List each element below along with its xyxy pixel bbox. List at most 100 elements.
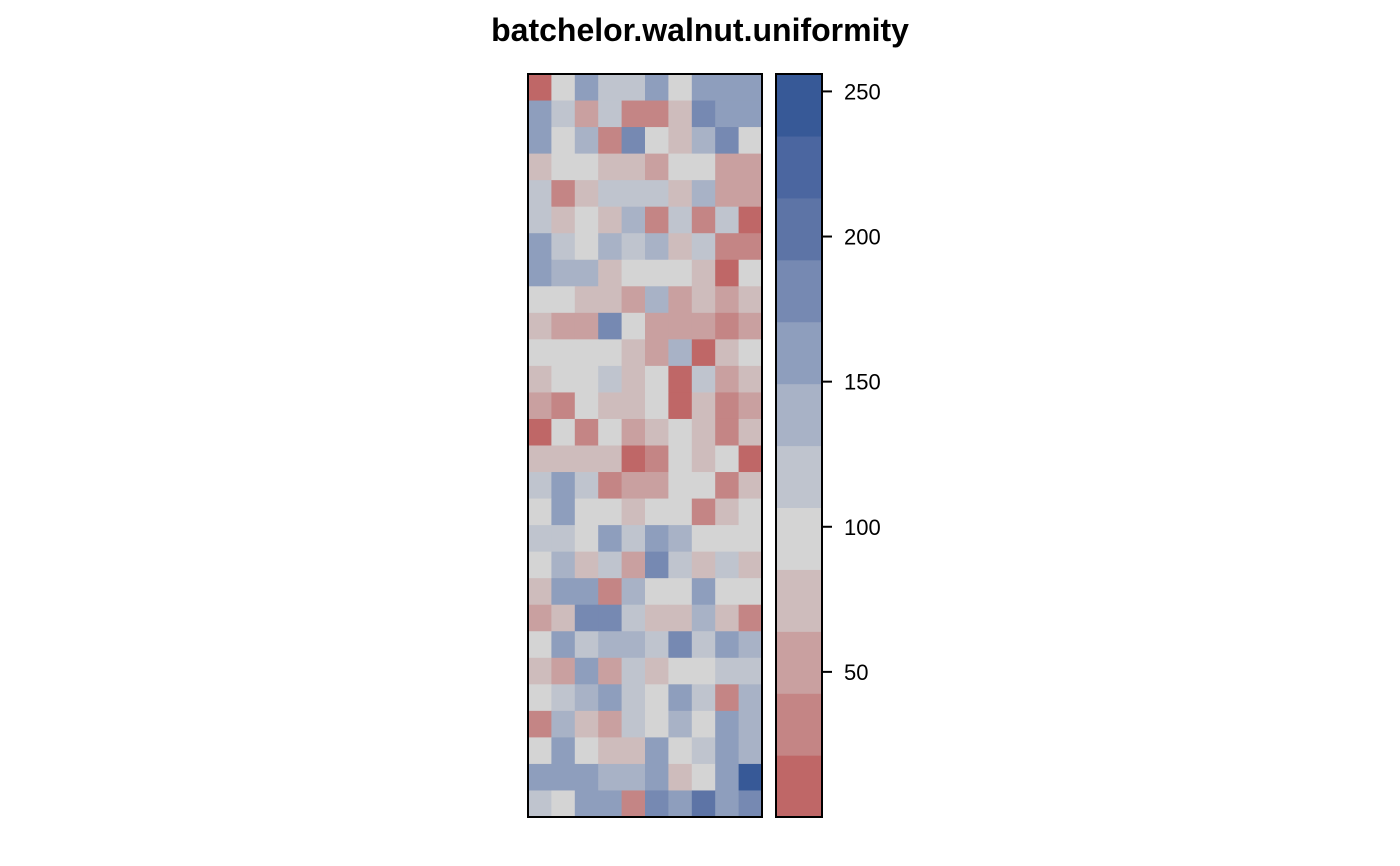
heatmap-cell xyxy=(598,790,623,818)
heatmap-cell xyxy=(551,233,576,261)
heatmap-cell xyxy=(738,100,763,128)
heatmap-cell xyxy=(574,710,599,738)
heatmap-cell xyxy=(691,100,716,128)
heatmap-cell xyxy=(551,657,576,685)
heatmap-cell xyxy=(528,286,552,314)
colorbar-tick-label: 200 xyxy=(844,225,881,250)
heatmap-cell xyxy=(738,206,763,234)
heatmap-cell xyxy=(598,74,623,102)
heatmap-cell xyxy=(621,684,646,712)
heatmap-cell xyxy=(645,127,669,155)
heatmap-cell xyxy=(598,365,623,394)
heatmap-cell xyxy=(668,206,693,234)
heatmap-cell xyxy=(668,578,693,606)
heatmap-cell xyxy=(645,551,669,579)
heatmap-cell xyxy=(528,392,552,420)
heatmap-cells xyxy=(528,74,763,818)
heatmap-cell xyxy=(668,763,693,792)
heatmap-cell xyxy=(621,578,646,606)
heatmap-cell xyxy=(621,525,646,553)
heatmap-cell xyxy=(691,472,716,500)
heatmap-cell xyxy=(691,74,716,102)
heatmap-cell xyxy=(598,286,623,314)
heatmap-cell xyxy=(528,127,552,155)
colorbar-tick-label: 50 xyxy=(844,660,868,685)
heatmap-cell xyxy=(551,551,576,579)
heatmap-cell xyxy=(528,153,552,181)
heatmap-cell xyxy=(598,604,623,632)
heatmap-cell xyxy=(668,498,693,526)
colorbar-frame xyxy=(775,73,823,818)
heatmap-cell xyxy=(645,392,669,420)
heatmap-cell xyxy=(598,100,623,128)
heatmap-cell xyxy=(528,74,552,102)
heatmap-cell xyxy=(738,259,763,287)
heatmap-cell xyxy=(691,525,716,553)
heatmap-cell xyxy=(668,233,693,261)
heatmap-cell xyxy=(528,180,552,208)
heatmap-cell xyxy=(668,684,693,712)
heatmap-cell xyxy=(551,206,576,234)
heatmap-cell xyxy=(645,525,669,553)
heatmap-cell xyxy=(645,472,669,500)
heatmap-cell xyxy=(574,180,599,208)
colorbar-axis: 50 100 150 200 250 xyxy=(822,79,881,685)
colorbar-swatch xyxy=(776,135,822,199)
heatmap-cell xyxy=(691,790,716,818)
heatmap-cell xyxy=(738,392,763,420)
heatmap-cell xyxy=(715,233,740,261)
heatmap-cell xyxy=(551,578,576,606)
heatmap-cell xyxy=(668,286,693,314)
heatmap-cell xyxy=(574,153,599,181)
colorbar-swatch xyxy=(776,259,822,323)
heatmap-cell xyxy=(715,312,740,340)
heatmap-cell xyxy=(668,631,693,659)
heatmap-cell xyxy=(691,286,716,314)
heatmap-cell xyxy=(738,365,763,394)
heatmap-cell xyxy=(738,312,763,340)
heatmap-cell xyxy=(598,312,623,340)
heatmap-cell xyxy=(574,551,599,579)
heatmap-cell xyxy=(715,365,740,394)
heatmap-cell xyxy=(621,312,646,340)
heatmap-cell xyxy=(738,684,763,712)
heatmap-cell xyxy=(551,710,576,738)
heatmap-cell xyxy=(551,74,576,102)
heatmap-cell xyxy=(598,153,623,181)
heatmap-cell xyxy=(574,206,599,234)
heatmap-cell xyxy=(574,631,599,659)
heatmap-cell xyxy=(738,127,763,155)
heatmap-cell xyxy=(598,578,623,606)
heatmap-cell xyxy=(551,631,576,659)
heatmap-cell xyxy=(621,100,646,128)
heatmap-cell xyxy=(668,710,693,738)
heatmap-cell xyxy=(738,233,763,261)
colorbar-swatch xyxy=(776,74,822,137)
heatmap-cell xyxy=(621,551,646,579)
heatmap-cell xyxy=(528,604,552,632)
heatmap-cell xyxy=(551,127,576,155)
heatmap-cell xyxy=(551,339,576,367)
heatmap-cell xyxy=(691,312,716,340)
heatmap-cell xyxy=(621,233,646,261)
heatmap-cell xyxy=(715,445,740,473)
heatmap-cell xyxy=(621,657,646,685)
heatmap-cell xyxy=(715,631,740,659)
heatmap-cell xyxy=(574,763,599,792)
heatmap-cell xyxy=(691,710,716,738)
heatmap-cell xyxy=(551,418,576,447)
heatmap-cell xyxy=(621,631,646,659)
heatmap-cell xyxy=(574,578,599,606)
colorbar-swatch xyxy=(776,755,822,818)
heatmap-cell xyxy=(738,74,763,102)
heatmap-cell xyxy=(691,418,716,447)
heatmap-cell xyxy=(738,790,763,818)
heatmap-cell xyxy=(645,365,669,394)
heatmap-cell xyxy=(645,100,669,128)
heatmap-cell xyxy=(668,365,693,394)
heatmap-cell xyxy=(668,74,693,102)
heatmap-cell xyxy=(738,604,763,632)
heatmap-cell xyxy=(715,127,740,155)
heatmap-cell xyxy=(574,525,599,553)
heatmap-cell xyxy=(621,180,646,208)
